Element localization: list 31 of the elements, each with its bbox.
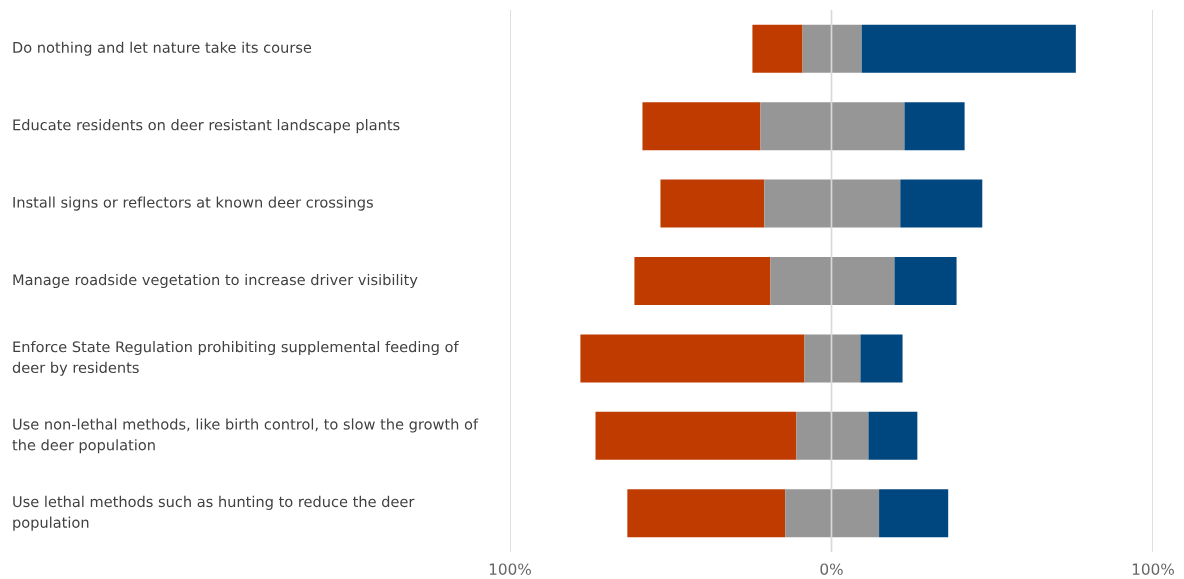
y-tick-label: Use lethal methods such as hunting to reduce the deer population (13, 495, 415, 531)
bar (580, 334, 805, 383)
y-tick-label: Educate residents on deer resistant landscape plants (13, 119, 400, 134)
bar (802, 24, 862, 73)
bar (634, 257, 771, 305)
bar (894, 257, 957, 305)
bar (804, 334, 861, 383)
y-tick-label: Use non-lethal methods, like birth control, to slow the growth of the deer population (12, 418, 479, 454)
bar (785, 489, 880, 538)
x-tick-label: 0% (820, 563, 843, 575)
bar (642, 102, 761, 151)
bar (760, 102, 905, 151)
bar (879, 489, 949, 538)
bar (904, 102, 965, 151)
y-tick-label: Do nothing and let nature take its course (13, 41, 312, 56)
bar (861, 24, 1076, 73)
bar (860, 334, 903, 383)
bar (764, 179, 901, 228)
y-tick-label: Install signs or reflectors at known deer crossings (13, 196, 373, 211)
x-tick-label: 100% (1132, 563, 1174, 575)
bar (796, 411, 869, 460)
bar (660, 179, 765, 228)
bar (627, 489, 786, 538)
bar (868, 411, 918, 460)
bar (900, 179, 983, 228)
y-tick-label: Enforce State Regulation prohibiting supplemental feeding of deer by residents (12, 340, 459, 376)
bar (752, 24, 803, 73)
bar (770, 257, 895, 305)
x-tick-label: 100% (489, 563, 531, 575)
bar (595, 411, 797, 460)
y-tick-label: Manage roadside vegetation to increase driver visibility (13, 273, 418, 289)
